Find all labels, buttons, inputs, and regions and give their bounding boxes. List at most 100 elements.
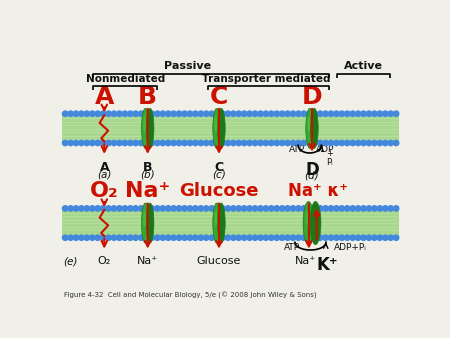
Circle shape (296, 140, 301, 146)
Circle shape (366, 140, 372, 146)
Circle shape (100, 140, 106, 146)
Circle shape (274, 235, 279, 240)
Circle shape (388, 206, 393, 211)
Ellipse shape (217, 203, 225, 243)
Circle shape (73, 140, 79, 146)
Circle shape (274, 111, 279, 116)
Circle shape (236, 235, 242, 240)
Circle shape (203, 206, 209, 211)
Circle shape (90, 235, 95, 240)
Ellipse shape (215, 116, 217, 132)
Ellipse shape (215, 211, 217, 227)
Circle shape (117, 235, 122, 240)
Circle shape (144, 206, 149, 211)
Circle shape (382, 206, 388, 211)
Circle shape (144, 235, 149, 240)
Circle shape (155, 235, 160, 240)
Ellipse shape (143, 211, 146, 227)
Circle shape (372, 235, 377, 240)
Circle shape (345, 111, 350, 116)
Circle shape (263, 140, 269, 146)
Circle shape (388, 140, 393, 146)
Circle shape (247, 140, 252, 146)
Circle shape (90, 140, 95, 146)
Circle shape (160, 111, 166, 116)
Bar (63, 209, 399, 238)
Text: Na⁺: Na⁺ (137, 256, 158, 266)
Circle shape (166, 206, 171, 211)
Circle shape (171, 140, 176, 146)
Ellipse shape (146, 203, 154, 243)
Circle shape (285, 111, 290, 116)
Circle shape (252, 140, 258, 146)
Circle shape (312, 206, 317, 211)
Circle shape (122, 140, 127, 146)
Circle shape (361, 235, 366, 240)
Circle shape (345, 235, 350, 240)
Circle shape (382, 235, 388, 240)
Circle shape (73, 206, 79, 211)
Circle shape (345, 206, 350, 211)
Ellipse shape (217, 108, 225, 148)
Circle shape (230, 111, 236, 116)
Circle shape (356, 111, 361, 116)
Ellipse shape (141, 203, 149, 243)
Circle shape (160, 140, 166, 146)
Circle shape (176, 111, 182, 116)
Circle shape (79, 206, 84, 211)
Circle shape (95, 111, 100, 116)
Circle shape (79, 235, 84, 240)
Text: Na⁺ κ⁺: Na⁺ κ⁺ (288, 183, 348, 200)
Circle shape (149, 235, 155, 240)
Circle shape (111, 140, 117, 146)
Text: (c): (c) (212, 170, 226, 180)
Circle shape (171, 111, 176, 116)
Circle shape (111, 111, 117, 116)
Circle shape (263, 235, 269, 240)
Text: Passive: Passive (164, 62, 212, 71)
Circle shape (90, 206, 95, 211)
Circle shape (187, 206, 193, 211)
Circle shape (306, 235, 312, 240)
Circle shape (225, 111, 230, 116)
Circle shape (144, 111, 149, 116)
Circle shape (334, 111, 339, 116)
Circle shape (334, 206, 339, 211)
Circle shape (79, 140, 84, 146)
Circle shape (63, 140, 68, 146)
Circle shape (328, 140, 334, 146)
Circle shape (339, 235, 345, 240)
Circle shape (377, 140, 382, 146)
Circle shape (139, 206, 144, 211)
Ellipse shape (307, 116, 310, 132)
Circle shape (388, 111, 393, 116)
Circle shape (144, 140, 149, 146)
Circle shape (345, 140, 350, 146)
Circle shape (139, 111, 144, 116)
Ellipse shape (303, 201, 314, 245)
Circle shape (296, 206, 301, 211)
Circle shape (149, 206, 155, 211)
Text: Na⁺: Na⁺ (295, 256, 316, 266)
Circle shape (323, 140, 328, 146)
Circle shape (133, 111, 139, 116)
Circle shape (84, 235, 90, 240)
Text: Active: Active (344, 62, 382, 71)
Circle shape (84, 111, 90, 116)
Circle shape (301, 140, 306, 146)
Circle shape (90, 111, 95, 116)
Circle shape (106, 111, 111, 116)
Circle shape (372, 111, 377, 116)
Circle shape (279, 235, 285, 240)
Circle shape (160, 206, 166, 211)
Circle shape (166, 235, 171, 240)
Circle shape (73, 235, 79, 240)
Text: ATP: ATP (288, 145, 305, 154)
Circle shape (290, 235, 296, 240)
Circle shape (68, 111, 73, 116)
Text: D: D (305, 162, 319, 179)
Circle shape (366, 111, 372, 116)
Circle shape (312, 111, 317, 116)
Circle shape (242, 111, 247, 116)
Ellipse shape (213, 203, 220, 243)
